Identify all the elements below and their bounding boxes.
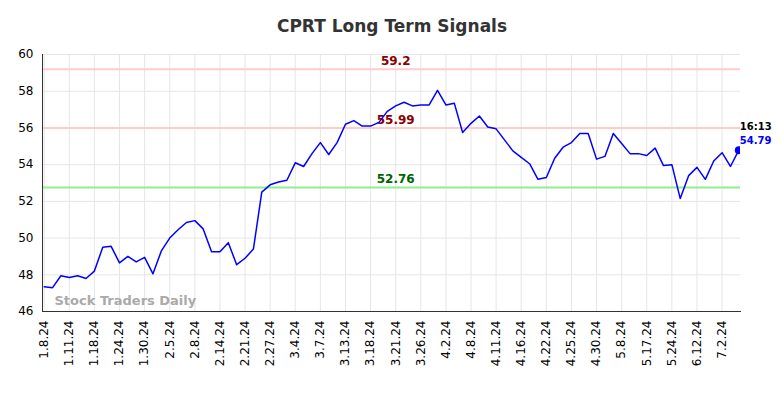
svg-text:4.22.24: 4.22.24 [539,321,553,367]
svg-text:2.8.24: 2.8.24 [188,321,202,359]
svg-text:58: 58 [18,84,33,98]
svg-text:60: 60 [18,47,33,61]
svg-text:1.18.24: 1.18.24 [87,321,101,367]
svg-text:3.18.24: 3.18.24 [363,321,377,367]
svg-text:46: 46 [18,304,33,318]
svg-text:1.30.24: 1.30.24 [137,321,151,367]
svg-text:16:13: 16:13 [740,121,772,132]
svg-text:54: 54 [18,157,33,171]
svg-text:56: 56 [18,121,33,135]
svg-text:1.8.24: 1.8.24 [37,321,51,359]
svg-text:52: 52 [18,194,33,208]
svg-text:48: 48 [18,268,33,282]
svg-text:4.16.24: 4.16.24 [514,321,528,367]
svg-text:2.14.24: 2.14.24 [213,321,227,367]
svg-text:4.11.24: 4.11.24 [489,321,503,367]
svg-text:2.27.24: 2.27.24 [263,321,277,367]
svg-text:4.25.24: 4.25.24 [564,321,578,367]
svg-text:4.30.24: 4.30.24 [589,321,603,367]
svg-text:4.8.24: 4.8.24 [464,321,478,359]
svg-text:6.12.24: 6.12.24 [690,321,704,367]
svg-text:52.76: 52.76 [377,172,415,186]
svg-text:Stock Traders Daily: Stock Traders Daily [55,293,197,308]
svg-text:2.5.24: 2.5.24 [163,321,177,359]
svg-text:5.17.24: 5.17.24 [640,321,654,367]
svg-text:1.24.24: 1.24.24 [112,321,126,367]
svg-text:4.2.24: 4.2.24 [439,321,453,359]
svg-text:3.13.24: 3.13.24 [338,321,352,367]
svg-text:3.7.24: 3.7.24 [313,321,327,359]
svg-text:55.99: 55.99 [377,113,415,127]
svg-text:54.79: 54.79 [740,135,772,146]
svg-text:3.21.24: 3.21.24 [389,321,403,367]
svg-text:50: 50 [18,231,33,245]
svg-text:59.2: 59.2 [381,54,411,68]
svg-text:3.26.24: 3.26.24 [414,321,428,367]
svg-text:3.4.24: 3.4.24 [288,321,302,359]
svg-text:2.21.24: 2.21.24 [238,321,252,367]
html-text:CPRT Long Term Signals: CPRT Long Term Signals [276,16,508,36]
svg-text:1.11.24: 1.11.24 [62,321,76,367]
svg-text:5.8.24: 5.8.24 [614,321,628,359]
svg-text:5.24.24: 5.24.24 [665,321,679,367]
svg-text:7.2.24: 7.2.24 [715,321,729,359]
